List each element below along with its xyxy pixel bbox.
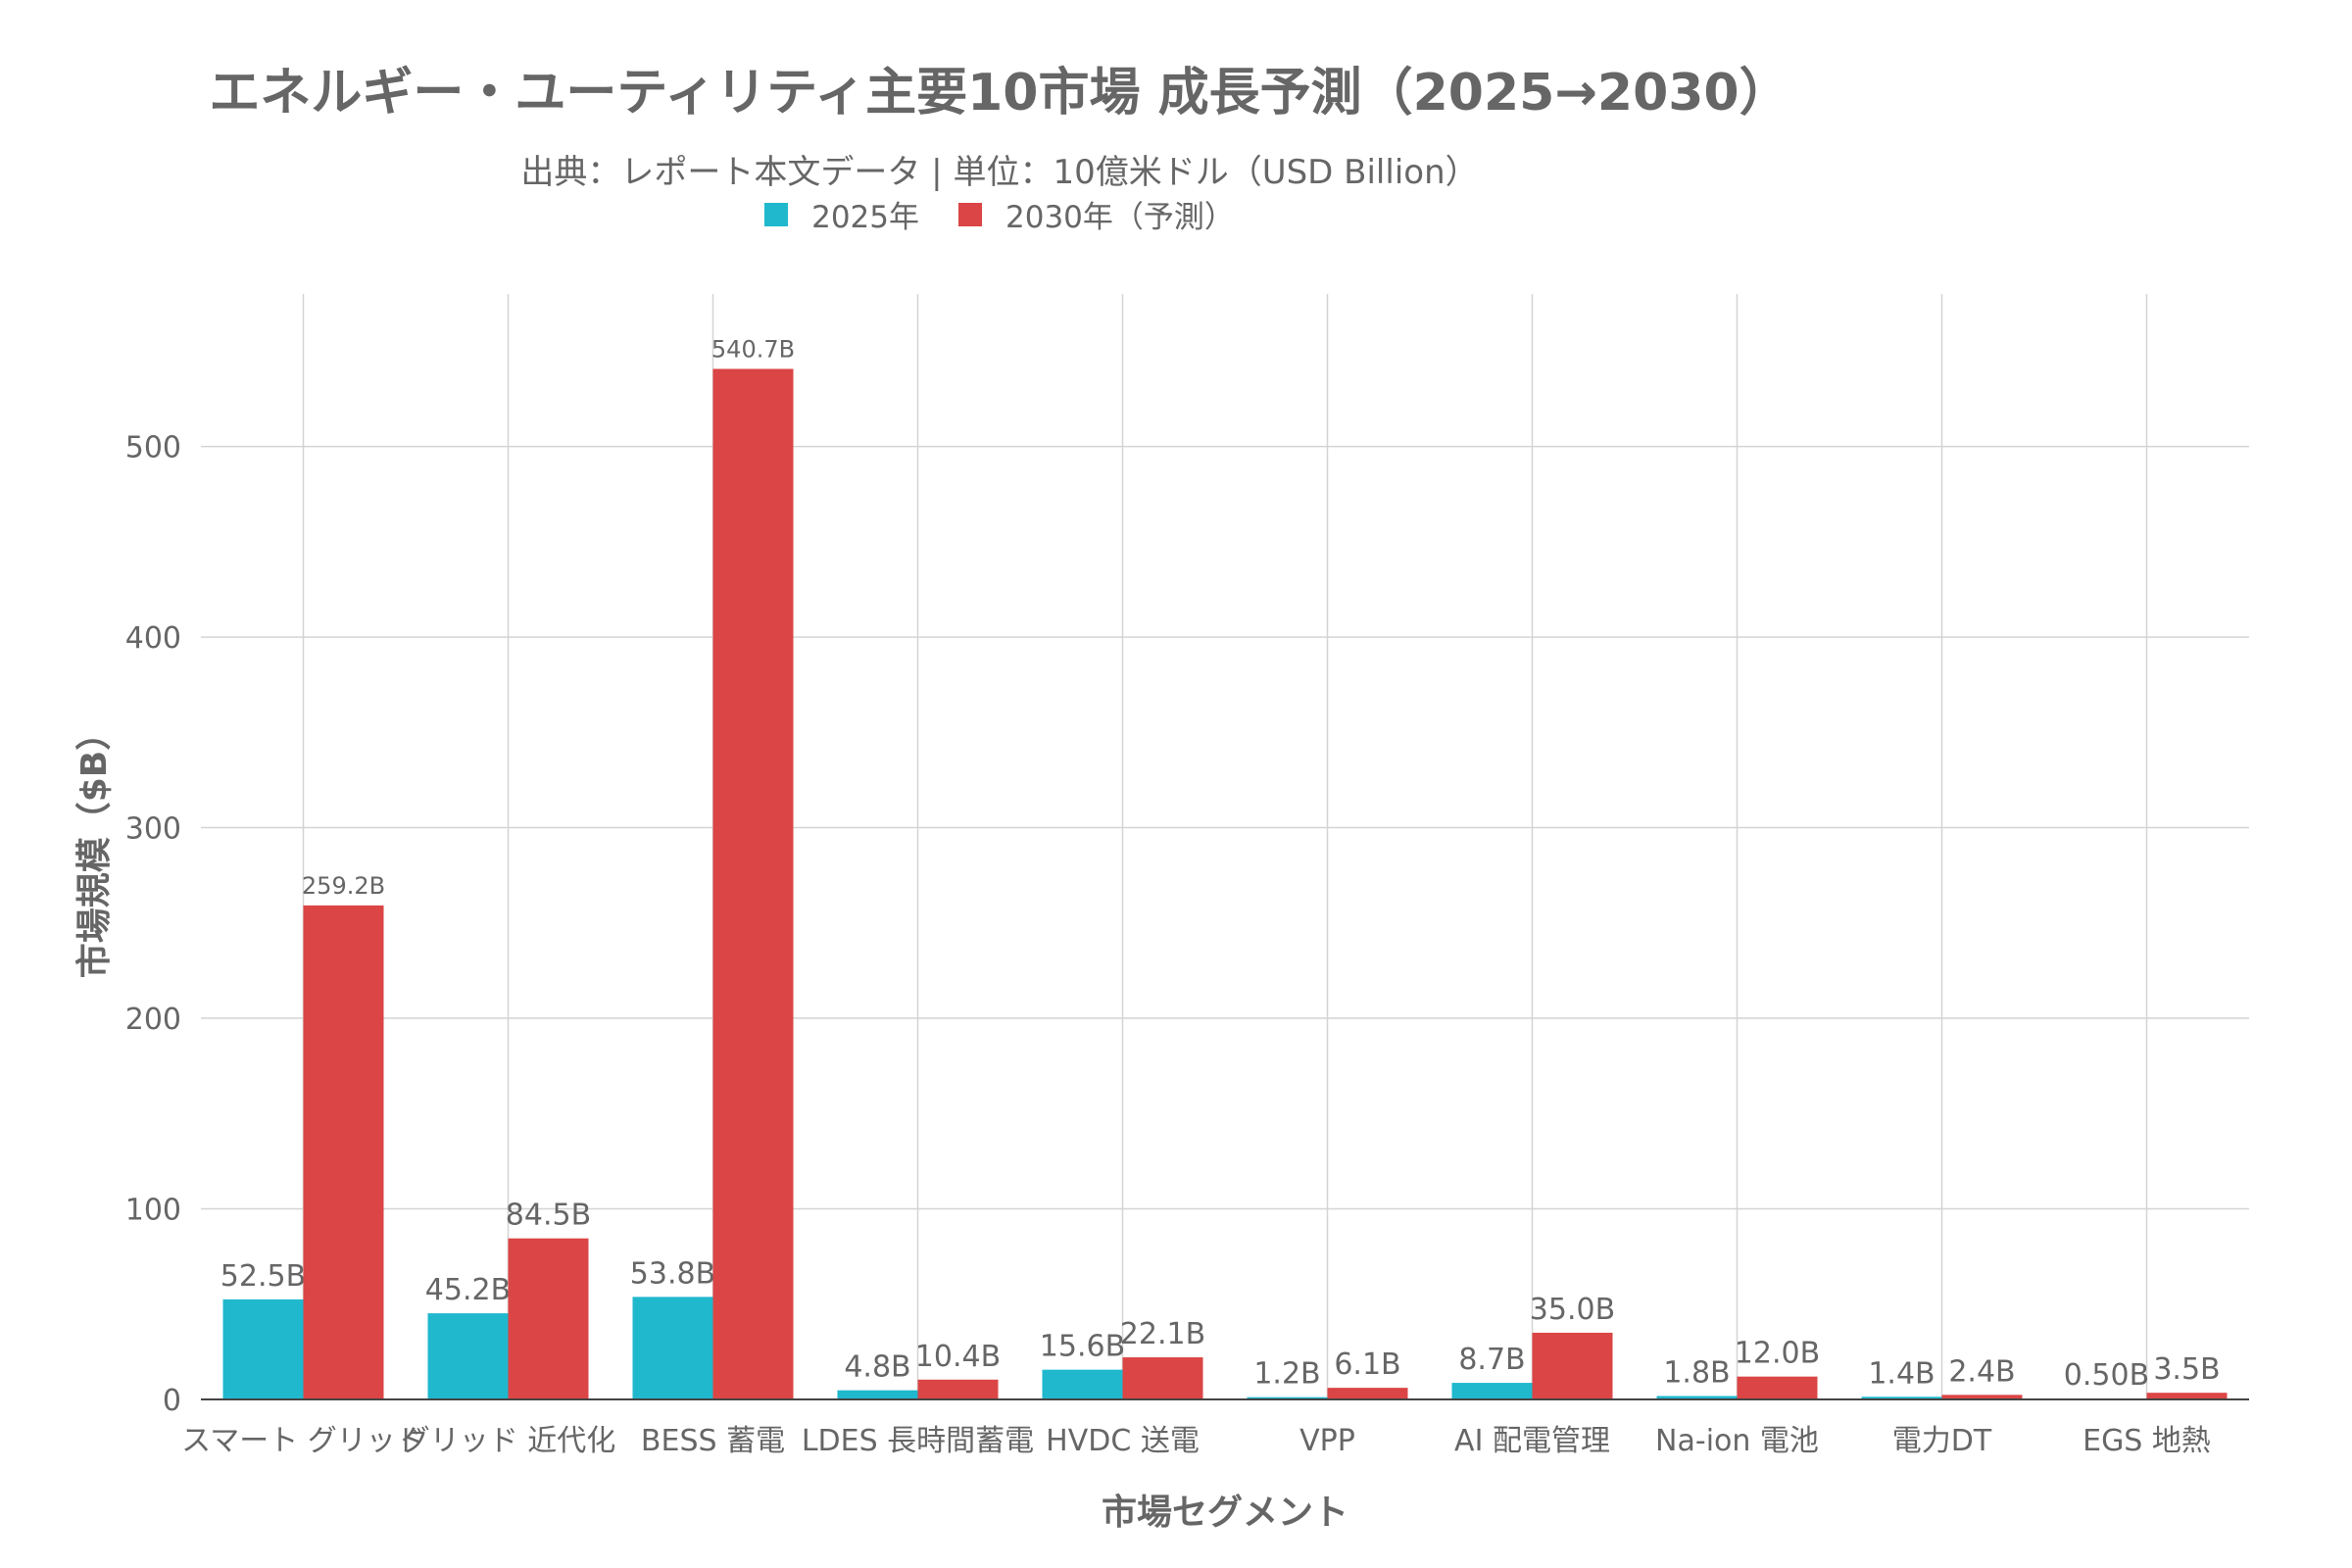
bar: [1656, 1396, 1738, 1399]
bar: [1532, 1332, 1613, 1399]
legend-label-2025: 2025年: [811, 200, 919, 235]
data-label: 3.5B: [2153, 1352, 2220, 1387]
x-tick-label: EGS 地熱: [2082, 1424, 2211, 1458]
x-tick-label: 電力DT: [1892, 1424, 1992, 1458]
data-label: 15.6B: [1040, 1330, 1125, 1364]
y-tick-label: 100: [125, 1194, 181, 1228]
data-label: 1.4B: [1868, 1356, 1935, 1391]
data-label: 12.0B: [1735, 1337, 1820, 1371]
x-axis-title: 市場セグメント: [1102, 1493, 1348, 1533]
bar: [508, 1238, 589, 1399]
y-tick-label: 0: [163, 1384, 181, 1418]
bar: [632, 1297, 713, 1399]
data-label: 35.0B: [1530, 1293, 1615, 1327]
x-tick-label: HVDC 送電: [1046, 1424, 1200, 1458]
x-tick-label: グリッド 近代化: [401, 1424, 616, 1458]
bar: [917, 1379, 999, 1399]
bar: [1941, 1395, 2023, 1399]
bar: [837, 1390, 918, 1399]
y-tick-label: 300: [125, 812, 181, 847]
bar: [1042, 1369, 1123, 1399]
bar: [712, 368, 794, 1399]
x-tick-label: BESS 蓄電: [641, 1424, 785, 1458]
data-label: 10.4B: [915, 1340, 1001, 1374]
bar: [1327, 1388, 1408, 1399]
data-label: 53.8B: [630, 1256, 715, 1291]
data-label: 2.4B: [1948, 1354, 2015, 1389]
data-label: 1.2B: [1253, 1357, 1320, 1392]
legend-item-2030[interactable]: 2030年（予測）: [958, 192, 1235, 236]
data-label: 0.50B: [2064, 1358, 2149, 1393]
data-label: 540.7B: [711, 335, 795, 363]
y-tick-label: 400: [125, 621, 181, 656]
x-tick-label: スマート グリッド: [181, 1424, 425, 1458]
bar: [2146, 1393, 2228, 1399]
data-label: 6.1B: [1334, 1348, 1400, 1382]
legend-swatch-2030: [958, 202, 982, 226]
bar: [1122, 1357, 1203, 1399]
x-tick-label: LDES 長時間蓄電: [802, 1424, 1034, 1458]
x-tick-label: AI 配電管理: [1454, 1424, 1610, 1458]
x-tick-label: Na-ion 電池: [1655, 1424, 1819, 1458]
x-tick-label: VPP: [1299, 1424, 1355, 1458]
bar: [427, 1313, 509, 1399]
legend-item-2025[interactable]: 2025年: [764, 192, 919, 236]
data-label: 259.2B: [302, 872, 385, 900]
data-label: 1.8B: [1663, 1355, 1730, 1390]
chart-subtitle: 出典：レポート本文データ | 単位：10億米ドル（USD Billion）: [520, 153, 1479, 192]
legend-swatch-2025: [764, 202, 789, 226]
bar: [1737, 1376, 1818, 1399]
data-label: 45.2B: [425, 1273, 511, 1307]
data-label: 4.8B: [844, 1350, 910, 1385]
data-label: 84.5B: [506, 1199, 591, 1233]
bar: [1451, 1383, 1533, 1399]
y-axis-title: 市場規模（$B）: [74, 715, 115, 979]
bar: [222, 1298, 304, 1399]
chart-title: エネルギー・ユーティリティ主要10市場 成長予測（2025→2030）: [209, 64, 1790, 122]
legend: 2025年 2030年（予測）: [0, 192, 1999, 236]
legend-label-2030: 2030年（予測）: [1005, 200, 1235, 235]
bar: [1247, 1396, 1328, 1399]
y-tick-label: 500: [125, 431, 181, 466]
y-tick-label: 200: [125, 1003, 181, 1037]
bar: [1861, 1396, 1942, 1399]
bar: [303, 905, 384, 1399]
data-label: 52.5B: [220, 1259, 306, 1294]
data-label: 8.7B: [1458, 1343, 1525, 1377]
data-label: 22.1B: [1120, 1317, 1205, 1351]
